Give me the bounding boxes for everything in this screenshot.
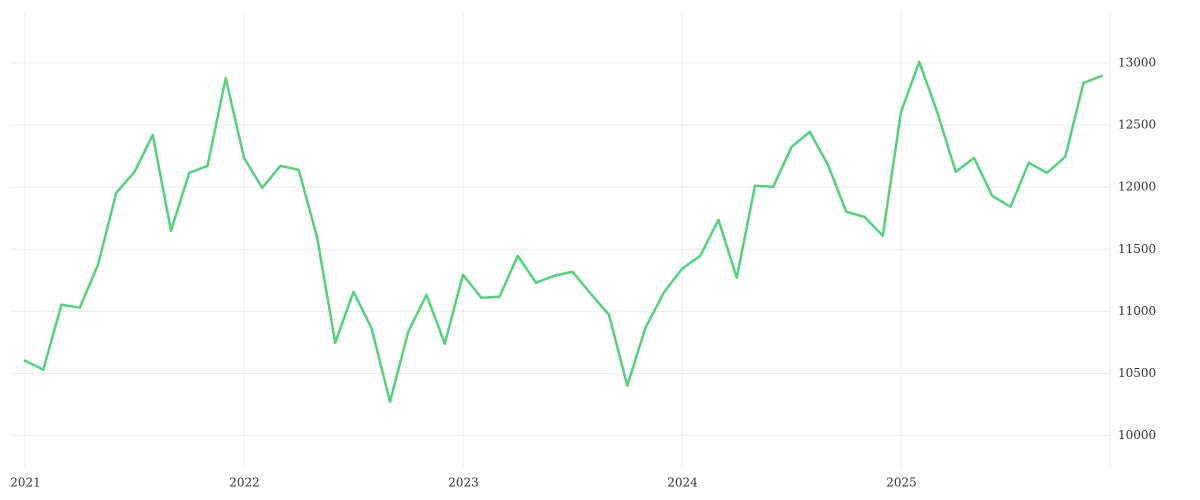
y-tick-label: 10500 — [1118, 366, 1156, 380]
x-tick-label: 2024 — [667, 476, 698, 490]
y-tick-label: 12500 — [1118, 118, 1156, 132]
y-tick-label: 13000 — [1118, 55, 1156, 69]
y-tick-label: 11000 — [1118, 304, 1156, 318]
x-tick-label: 2022 — [229, 476, 260, 490]
y-tick-label: 11500 — [1118, 242, 1156, 256]
x-tick-label: 2023 — [448, 476, 479, 490]
x-tick-label: 2021 — [10, 476, 41, 490]
x-tick-label: 2025 — [886, 476, 917, 490]
line-series — [23, 60, 1103, 403]
y-tick-label: 12000 — [1118, 180, 1156, 194]
y-tick-label: 10000 — [1118, 428, 1156, 442]
